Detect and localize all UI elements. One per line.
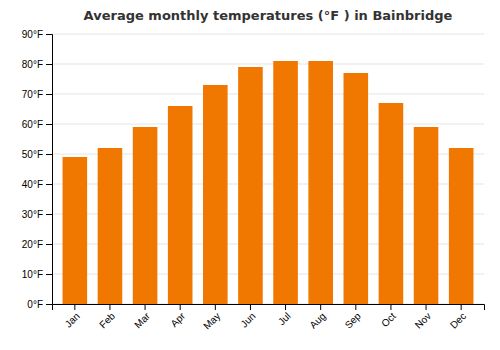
x-tick: Jul — [276, 304, 293, 327]
y-tick-mark — [46, 154, 52, 155]
y-tick-label: 70°F — [22, 89, 43, 100]
x-tick-mark — [426, 304, 427, 310]
grid-line — [52, 124, 484, 125]
x-tick-label: Oct — [379, 310, 398, 329]
x-tick-label: Jun — [238, 310, 257, 329]
x-tick-mark — [390, 304, 391, 310]
x-tick-label: Feb — [97, 310, 117, 330]
x-tick-label: Jul — [276, 310, 293, 327]
bar — [414, 127, 439, 304]
y-tick-label: 0°F — [27, 299, 43, 310]
x-tick: May — [201, 304, 222, 332]
plot-area: 0°F 10°F 20°F 30°F 40°F 50°F 60°F 70°F 80°F 90°F J… — [22, 29, 485, 332]
y-tick: 50°F — [22, 149, 52, 160]
x-tick-label: Apr — [168, 310, 187, 329]
y-tick-mark — [46, 304, 52, 305]
bar — [203, 85, 228, 304]
x-tick-mark — [215, 304, 216, 310]
y-tick-label: 80°F — [22, 59, 43, 70]
x-tick-mark — [285, 304, 286, 310]
y-tick: 30°F — [22, 209, 52, 220]
grid-line — [52, 34, 484, 35]
y-tick-label: 10°F — [22, 269, 43, 280]
x-tick: Oct — [379, 304, 398, 329]
y-tick-mark — [46, 124, 52, 125]
y-tick: 0°F — [27, 299, 52, 310]
x-tick-label: Jan — [63, 310, 82, 329]
y-tick-label: 20°F — [22, 239, 43, 250]
x-tick-mark — [461, 304, 462, 310]
chart-svg: 0°F 10°F 20°F 30°F 40°F 50°F 60°F 70°F 80°F 90°F J… — [0, 0, 500, 350]
x-tick: Nov — [413, 304, 433, 331]
y-tick: 60°F — [22, 119, 52, 130]
x-axis: Jan Feb Mar Apr May Jun Jul Aug Sep Oct Nov Dec — [53, 304, 485, 332]
bar — [273, 61, 298, 304]
y-tick-mark — [46, 64, 52, 65]
y-tick-label: 50°F — [22, 149, 43, 160]
x-tick: Aug — [307, 304, 327, 331]
x-tick: Mar — [132, 304, 152, 330]
y-tick-mark — [46, 34, 52, 35]
x-axis-line — [53, 305, 485, 311]
y-axis-line — [46, 35, 53, 305]
bars — [63, 61, 474, 304]
x-tick-mark — [145, 304, 146, 310]
y-tick-label: 40°F — [22, 179, 43, 190]
y-tick-label: 90°F — [22, 29, 43, 40]
y-tick-mark — [46, 184, 52, 185]
x-tick-mark — [355, 304, 356, 310]
y-tick-mark — [46, 274, 52, 275]
x-tick-label: Sep — [343, 310, 364, 331]
y-tick-label: 60°F — [22, 119, 43, 130]
x-tick-label: Nov — [413, 310, 433, 330]
bar — [133, 127, 158, 304]
x-tick-mark — [74, 304, 75, 310]
chart-title: Average monthly temperatures (°F ) in Ba… — [84, 8, 453, 23]
y-tick-mark — [46, 94, 52, 95]
x-tick-mark — [180, 304, 181, 310]
x-tick-label: Mar — [132, 310, 152, 330]
bar — [344, 73, 369, 304]
x-tick: Feb — [97, 304, 117, 330]
chart-container: 0°F 10°F 20°F 30°F 40°F 50°F 60°F 70°F 80°F 90°F J… — [0, 0, 500, 350]
y-tick-mark — [46, 214, 52, 215]
y-axis: 0°F 10°F 20°F 30°F 40°F 50°F 60°F 70°F 80°F 90°F — [22, 29, 53, 310]
x-tick: Jan — [63, 304, 82, 330]
x-tick-mark — [109, 304, 110, 310]
y-tick: 10°F — [22, 269, 52, 280]
bar — [238, 67, 263, 304]
bar — [168, 106, 193, 304]
x-tick-mark — [250, 304, 251, 310]
x-tick: Sep — [343, 304, 364, 331]
bar — [449, 148, 474, 304]
grid — [52, 34, 484, 304]
y-tick: 90°F — [22, 29, 52, 40]
y-tick-label: 30°F — [22, 209, 43, 220]
bar — [308, 61, 333, 304]
y-tick: 40°F — [22, 179, 52, 190]
x-tick: Dec — [448, 304, 468, 331]
y-tick: 70°F — [22, 89, 52, 100]
x-tick: Jun — [238, 304, 257, 330]
x-tick-label: Dec — [448, 310, 468, 330]
grid-line — [52, 64, 484, 65]
bar — [379, 103, 404, 304]
bar — [98, 148, 123, 304]
y-tick-mark — [46, 244, 52, 245]
y-tick: 20°F — [22, 239, 52, 250]
x-tick-label: Aug — [307, 310, 327, 330]
bar — [63, 157, 88, 304]
grid-line — [52, 94, 484, 95]
x-tick: Apr — [168, 304, 187, 329]
y-tick: 80°F — [22, 59, 52, 70]
x-tick-mark — [320, 304, 321, 310]
x-tick-label: May — [201, 310, 222, 331]
